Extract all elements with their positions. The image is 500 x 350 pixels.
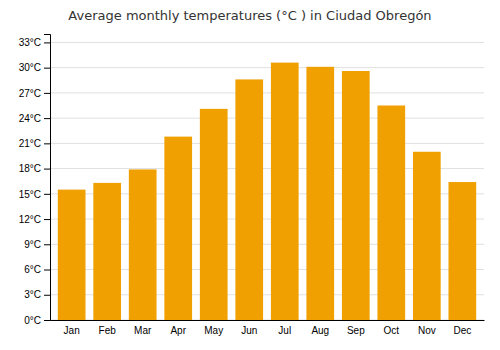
x-tick: Feb	[99, 325, 117, 336]
y-tick-label: 6°C	[24, 264, 41, 275]
bar	[235, 79, 263, 320]
chart: 0°C 3°C 6°C 9°C 12°C 15°C 18°C 21°C 24°C 27°C 30°C…	[0, 0, 500, 350]
x-tick-label: Jul	[278, 325, 291, 336]
x-tick-label: Feb	[99, 325, 117, 336]
y-tick: 0°C	[24, 315, 50, 326]
x-tick: Jun	[241, 325, 257, 336]
bar	[271, 63, 299, 320]
y-tick-label: 21°C	[19, 138, 41, 149]
y-tick-label: 18°C	[19, 163, 41, 174]
bars	[58, 63, 476, 320]
bar	[58, 190, 86, 320]
x-tick: Jul	[278, 325, 291, 336]
y-tick: 18°C	[19, 163, 50, 174]
grid-line	[50, 67, 484, 68]
x-tick-label: Sep	[347, 325, 365, 336]
x-tick-label: Aug	[311, 325, 329, 336]
x-tick: Mar	[134, 325, 152, 336]
bar	[200, 109, 228, 320]
y-tick: 12°C	[19, 214, 50, 225]
y-tick: 24°C	[19, 113, 50, 124]
bar	[93, 183, 121, 320]
y-tick-mark	[44, 320, 50, 321]
x-tick-label: Dec	[453, 325, 471, 336]
y-tick-mark	[44, 93, 50, 94]
y-tick: 21°C	[19, 138, 50, 149]
grid-line	[50, 42, 484, 43]
y-tick-label: 27°C	[19, 88, 41, 99]
title: Average monthly temperatures (°C ) in Ci…	[68, 8, 431, 23]
x-tick: Oct	[384, 325, 400, 336]
y-tick-mark	[44, 219, 50, 220]
grid-line	[50, 92, 484, 93]
x-tick-label: Mar	[134, 325, 152, 336]
grid-line	[50, 118, 484, 119]
x-tick: Dec	[453, 325, 471, 336]
x-tick-label: Jan	[64, 325, 80, 336]
grid-line	[50, 143, 484, 144]
x-tick: May	[204, 325, 223, 336]
y-tick-mark	[44, 143, 50, 144]
y-axis: 0°C 3°C 6°C 9°C 12°C 15°C 18°C 21°C 24°C 27°C 30°C…	[19, 35, 51, 326]
x-tick-label: Oct	[384, 325, 400, 336]
y-tick: 15°C	[19, 189, 50, 200]
y-tick-mark	[44, 42, 50, 43]
y-tick: 27°C	[19, 88, 50, 99]
y-tick: 30°C	[19, 62, 50, 73]
y-tick-label: 3°C	[24, 289, 41, 300]
y-tick-label: 0°C	[24, 315, 41, 326]
y-tick-label: 30°C	[19, 62, 41, 73]
x-tick-label: Apr	[170, 325, 186, 336]
y-tick: 3°C	[24, 289, 50, 300]
bar	[342, 71, 370, 320]
y-tick-label: 9°C	[24, 239, 41, 250]
bar	[306, 67, 334, 320]
y-axis-line	[44, 35, 51, 321]
y-tick-mark	[44, 270, 50, 271]
y-tick-mark	[44, 118, 50, 119]
x-axis: Jan Feb Mar Apr May Jun Jul Aug Sep Oct Nov Dec	[51, 321, 485, 337]
x-tick-label: May	[204, 325, 223, 336]
x-tick: Sep	[347, 325, 365, 336]
bar	[129, 169, 157, 320]
x-tick: Jan	[64, 325, 80, 336]
y-tick-label: 24°C	[19, 113, 41, 124]
y-tick-label: 33°C	[19, 37, 41, 48]
x-tick: Nov	[418, 325, 436, 336]
y-tick: 6°C	[24, 264, 50, 275]
bar	[377, 106, 405, 321]
x-tick-label: Jun	[241, 325, 257, 336]
y-tick-mark	[44, 68, 50, 69]
y-tick-label: 12°C	[19, 214, 41, 225]
y-tick-mark	[44, 169, 50, 170]
y-tick: 33°C	[19, 37, 50, 48]
x-axis-line	[51, 320, 485, 321]
y-tick-mark	[44, 295, 50, 296]
y-tick-mark	[44, 194, 50, 195]
grid	[50, 42, 484, 320]
x-tick: Aug	[311, 325, 329, 336]
bar	[413, 152, 441, 320]
y-tick-mark	[44, 244, 50, 245]
plot: 0°C 3°C 6°C 9°C 12°C 15°C 18°C 21°C 24°C 27°C 30°C…	[19, 35, 485, 337]
y-tick-label: 15°C	[19, 189, 41, 200]
bar	[164, 137, 192, 320]
bar	[448, 182, 476, 320]
x-tick-label: Nov	[418, 325, 436, 336]
x-tick: Apr	[170, 325, 186, 336]
y-tick: 9°C	[24, 239, 50, 250]
